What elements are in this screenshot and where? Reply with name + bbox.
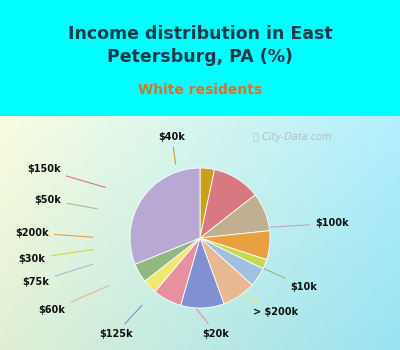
Text: ⓘ City-Data.com: ⓘ City-Data.com — [253, 132, 331, 142]
Text: $75k: $75k — [22, 264, 93, 287]
Text: $50k: $50k — [34, 195, 97, 209]
Text: Income distribution in East
Petersburg, PA (%): Income distribution in East Petersburg, … — [68, 26, 332, 65]
Wedge shape — [135, 238, 200, 281]
Wedge shape — [200, 238, 263, 285]
Wedge shape — [145, 238, 200, 292]
Text: $150k: $150k — [27, 164, 105, 187]
Wedge shape — [181, 238, 224, 308]
Text: $60k: $60k — [38, 286, 110, 315]
Wedge shape — [200, 238, 266, 269]
Wedge shape — [130, 168, 200, 264]
Text: $20k: $20k — [194, 305, 230, 338]
Text: $125k: $125k — [99, 305, 142, 338]
Text: $100k: $100k — [259, 218, 349, 228]
Wedge shape — [200, 195, 270, 238]
Text: White residents: White residents — [138, 83, 262, 97]
Text: $10k: $10k — [254, 264, 318, 292]
Wedge shape — [200, 168, 214, 238]
Wedge shape — [155, 238, 200, 305]
Wedge shape — [200, 238, 252, 304]
Wedge shape — [200, 231, 270, 260]
Text: $200k: $200k — [15, 228, 93, 238]
Text: $40k: $40k — [158, 132, 186, 164]
Text: $30k: $30k — [18, 250, 93, 264]
Text: > $200k: > $200k — [230, 288, 298, 317]
Wedge shape — [200, 169, 255, 238]
